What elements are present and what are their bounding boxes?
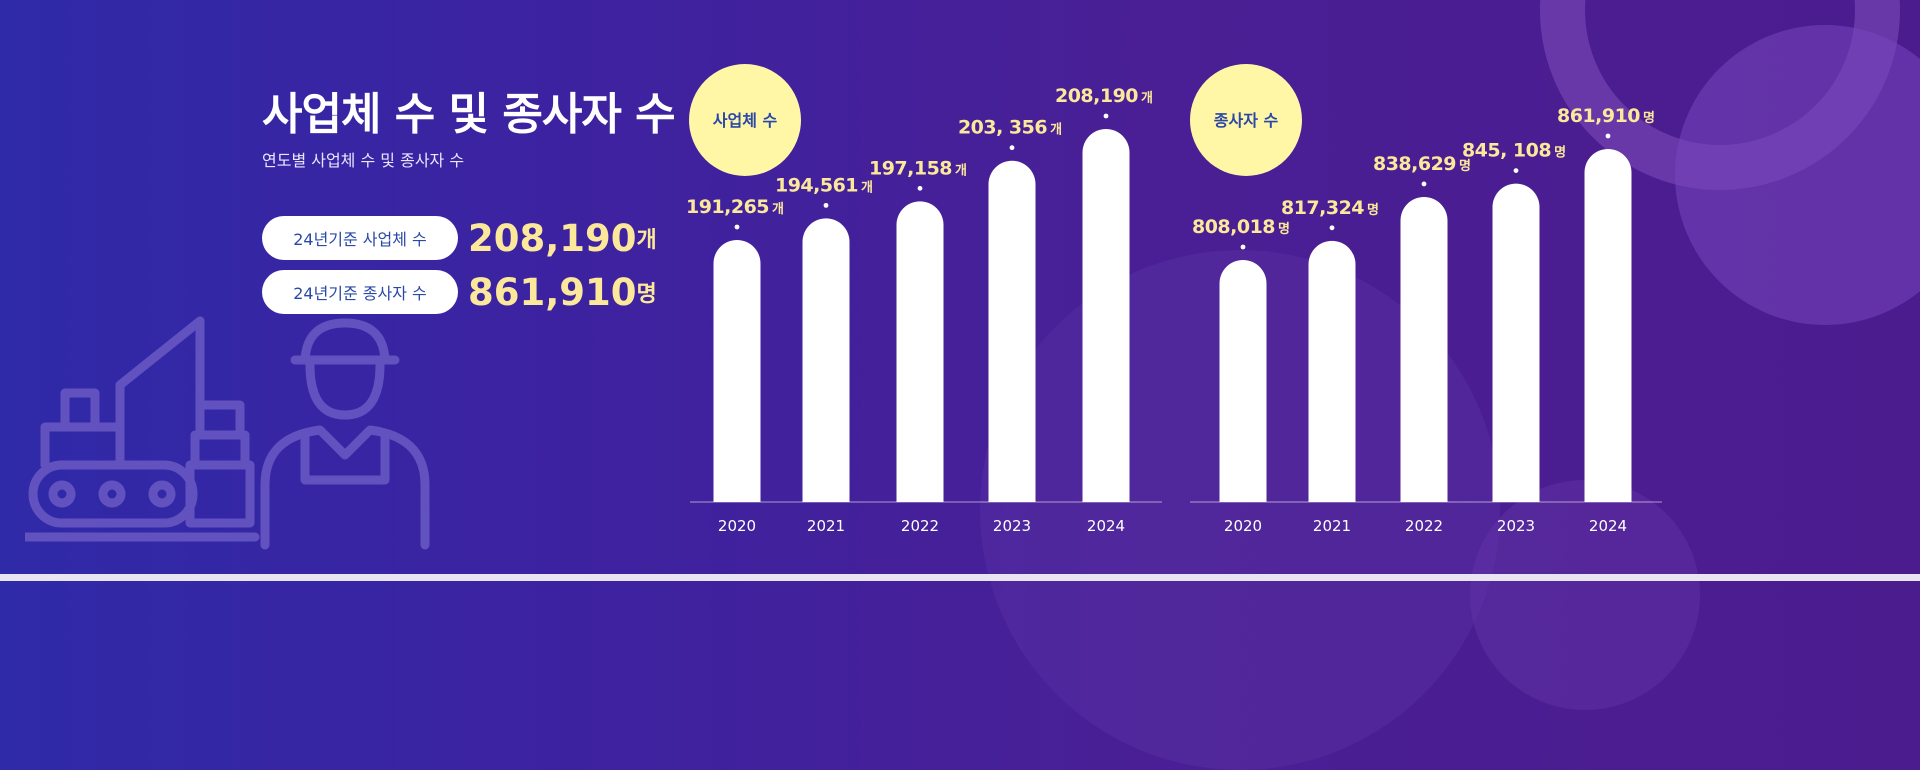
bar — [896, 201, 944, 502]
summary-unit: 개 — [636, 228, 657, 253]
bar-marker-dot — [1421, 181, 1427, 187]
data-label: 808,018 명 — [1192, 216, 1290, 238]
bar — [802, 218, 850, 502]
x-tick-label: 2024 — [1087, 517, 1125, 535]
chart-title: 사업체 수 — [713, 111, 778, 130]
decorative-circle — [1675, 25, 1920, 325]
data-label: 838,629 명 — [1373, 153, 1471, 175]
excavator-icon — [25, 316, 260, 542]
bar — [1400, 196, 1448, 502]
bar-marker-dot — [1513, 168, 1519, 174]
x-tick-label: 2023 — [1497, 517, 1535, 535]
page-title: 사업체 수 및 종사자 수 — [262, 89, 676, 140]
data-label: 817,324 명 — [1281, 197, 1379, 219]
bar-marker-dot — [1103, 113, 1109, 119]
bar-marker-dot — [823, 202, 829, 208]
bar — [713, 240, 761, 502]
bar — [1584, 149, 1632, 502]
construction-illustration — [25, 316, 430, 550]
bar — [1219, 260, 1267, 502]
bar-charts: 사업체 수 191,265 개 2020 194,561 개 2021 197,158 개 202… — [685, 64, 1662, 535]
x-tick-label: 2020 — [1224, 517, 1262, 535]
bar-chart-1: 사업체 수 191,265 개 2020 194,561 개 2021 197,158 개 202… — [686, 64, 1162, 535]
construction-worker-icon — [260, 318, 430, 550]
bar — [1308, 240, 1356, 502]
x-tick-label: 2022 — [901, 517, 939, 535]
bar-marker-dot — [917, 185, 923, 191]
x-tick-label: 2021 — [807, 517, 845, 535]
data-label: 208,190 개 — [1055, 85, 1153, 107]
data-label: 194,561 개 — [775, 174, 873, 196]
summary-label-pill: 24년기준 종사자 수 — [262, 270, 458, 314]
bar-marker-dot — [734, 224, 740, 230]
x-tick-label: 2023 — [993, 517, 1031, 535]
bar-marker-dot — [1329, 225, 1335, 231]
x-tick-label: 2021 — [1313, 517, 1351, 535]
summary-value: 208,190 — [468, 216, 637, 260]
bar-marker-dot — [1009, 145, 1015, 151]
chart-title-badge — [1190, 64, 1302, 176]
bar — [1082, 128, 1130, 502]
page-subtitle: 연도별 사업체 수 및 종사자 수 — [262, 151, 465, 170]
chart-title-badge — [689, 64, 801, 176]
x-tick-label: 2020 — [718, 517, 756, 535]
summary-worker-count: 24년기준 종사자 수 861,910 명 — [262, 270, 657, 314]
x-tick-label: 2024 — [1589, 517, 1627, 535]
x-tick-label: 2022 — [1405, 517, 1443, 535]
data-label: 191,265 개 — [686, 196, 784, 218]
bar — [988, 160, 1036, 502]
data-label: 203, 356 개 — [958, 117, 1062, 139]
summary-value: 861,910 — [468, 270, 637, 314]
bar-marker-dot — [1605, 133, 1611, 139]
bottom-strip — [0, 574, 1920, 581]
bar — [1492, 183, 1540, 502]
data-label: 861,910 명 — [1557, 105, 1655, 127]
data-label: 197,158 개 — [869, 157, 967, 179]
bar-chart-2: 종사자 수 808,018 명 2020 817,324 명 2021 838,629 명 202… — [1190, 64, 1662, 535]
chart-title: 종사자 수 — [1214, 111, 1279, 130]
bar-marker-dot — [1240, 244, 1246, 250]
summary-label-pill: 24년기준 사업체 수 — [262, 216, 458, 260]
summary-business-count: 24년기준 사업체 수 208,190 개 — [262, 216, 657, 260]
summary-unit: 명 — [636, 282, 657, 307]
data-label: 845, 108 명 — [1462, 140, 1566, 162]
